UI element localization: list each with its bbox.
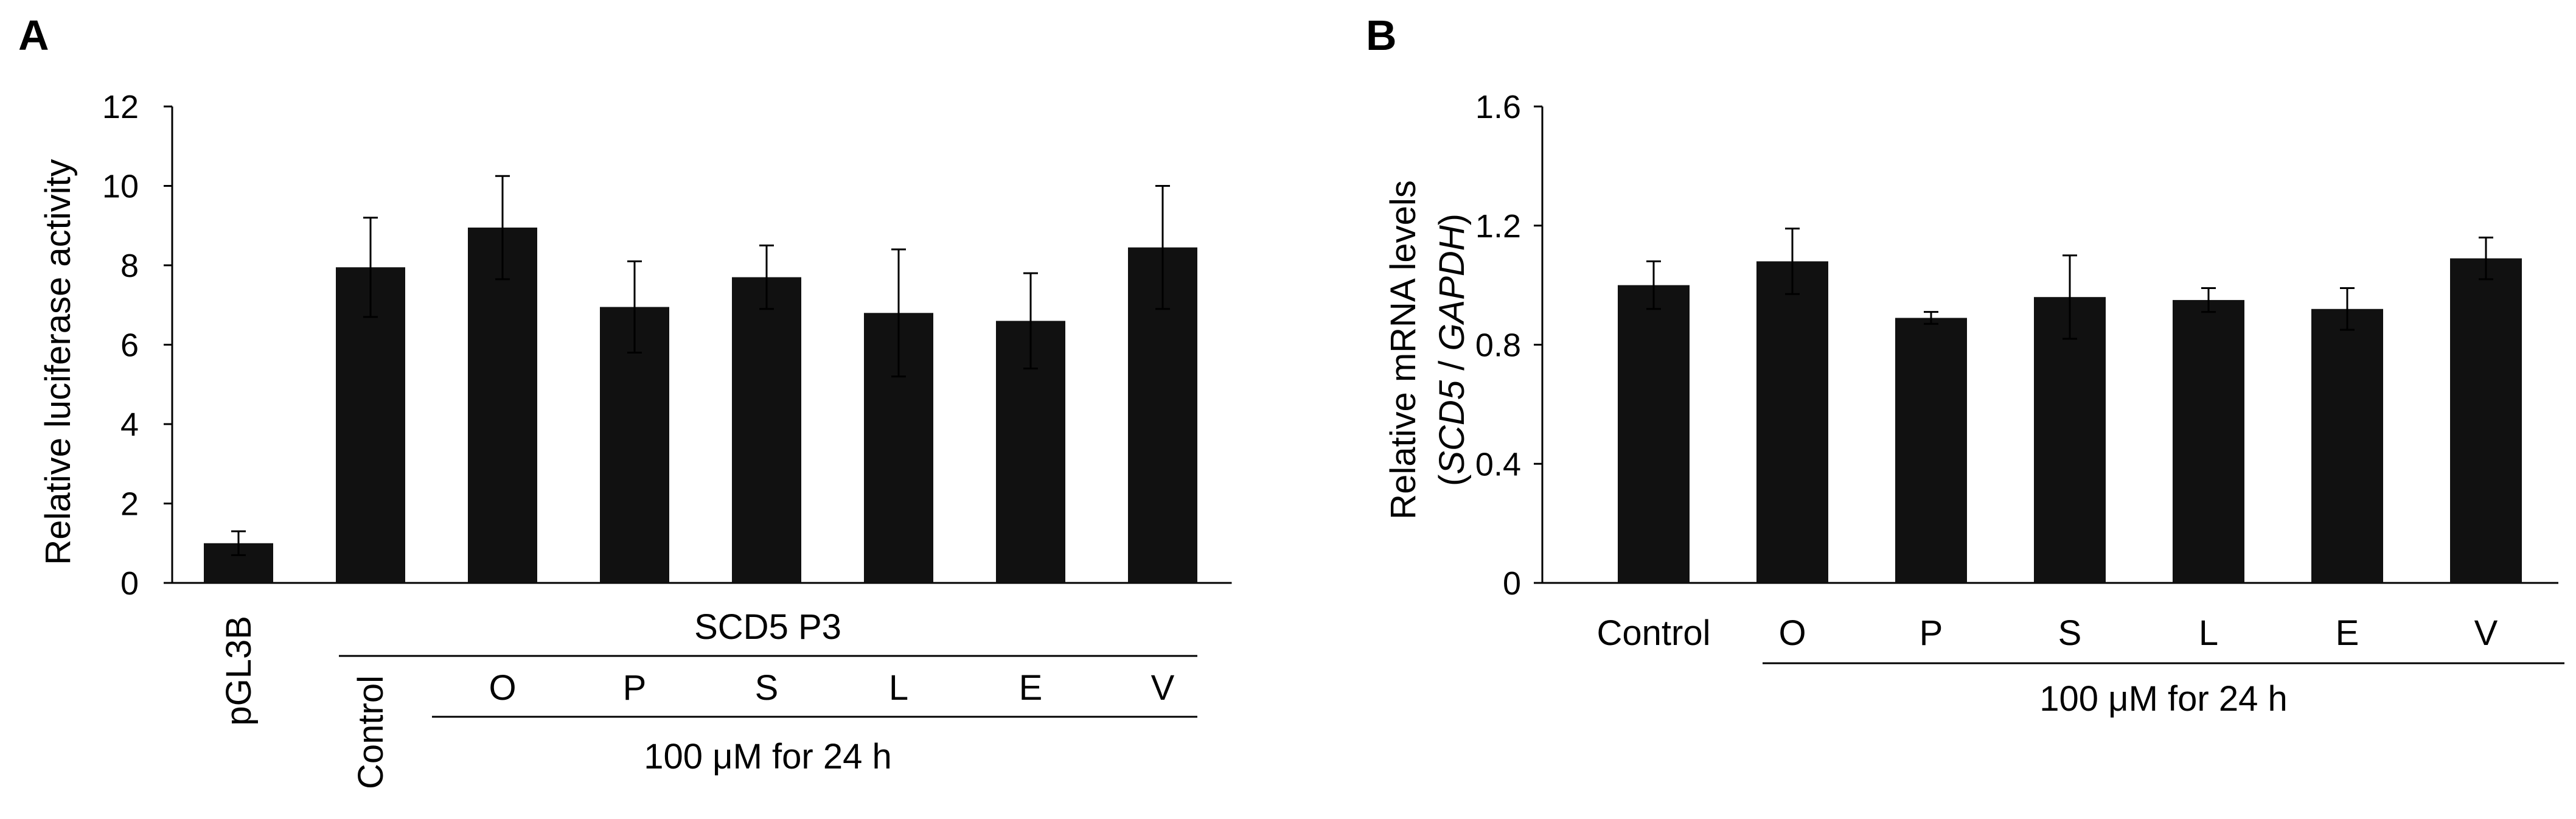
panel-b-y-tick-label: 0 [1503,565,1521,602]
panel-b-category-label: Control [1597,613,1711,653]
panel-a-category-label: V [1151,668,1175,708]
panel-b-treatment-label: 100 μM for 24 h [2039,679,2287,719]
panel-b-category-label: O [1778,613,1806,653]
panel-b-bars [1618,258,2522,584]
panel-a-bars [204,228,1197,583]
panel-b-bar [1756,261,1828,584]
panel-a-y-tick-label: 12 [102,89,139,125]
panel-b-y-tick-label: 0.4 [1475,446,1521,483]
panel-b-category-label: V [2474,613,2498,653]
panel-a-category-label: E [1019,668,1043,708]
panel-b-y-ticks: 0 0.4 0.8 1.2 1.6 [1475,89,1542,602]
panel-b-bar [2173,300,2244,583]
panel-a-bar [336,267,405,583]
panel-a-error-bars [231,175,1170,556]
panel-b-bar [2311,308,2383,583]
panel-a-category-label: Control [351,675,391,789]
panel-a-category-label: S [755,668,779,708]
panel-a: A Relative luciferase activity 0 2 4 6 8 10 12… [18,12,1232,789]
panel-a-bar [468,228,537,583]
panel-b-category-label: P [1920,613,1943,653]
panel-b-error-bars [1646,228,2493,340]
panel-a-y-axis-title: Relative luciferase activity [38,159,78,565]
panel-b-bar [2450,258,2522,583]
panel-b-bar [1895,318,1967,583]
panel-b-category-label: E [2336,613,2359,653]
panel-b-category-label: L [2199,613,2218,653]
panel-a-y-tick-label: 2 [120,486,139,523]
panel-a-category-label: L [889,668,908,708]
panel-b-y-axis-title-line2: (SCD5 / GAPDH) [1432,214,1472,486]
panel-a-y-tick-label: 6 [120,327,139,364]
panel-b: B Relative mRNA levels (SCD5 / GAPDH) 00… [1366,12,2564,719]
panel-a-label: A [18,12,49,59]
panel-a-category-label: P [623,668,647,708]
panel-b-category-label: S [2058,613,2082,653]
panel-a-bar [732,277,801,583]
panel-b-category-labels: Control O P S L E V [1597,613,2498,653]
panel-a-category-label: O [489,668,516,708]
panel-b-label: B [1366,12,1397,59]
panel-a-y-tick-label: 8 [120,248,139,284]
panel-b-y-tick-label: 1.2 [1475,208,1521,245]
panel-a-y-tick-label: 0 [120,565,139,602]
panel-a-treatment-label: 100 μM for 24 h [644,737,891,776]
panel-b-bar [1618,285,1690,583]
panel-a-y-tick-label: 10 [102,169,139,205]
panel-a-axes [171,106,1232,584]
panel-a-category-label: pGL3B [219,616,259,726]
panel-b-y-tick-label: 1.6 [1475,89,1521,125]
panel-b-y-axis-title-line1: Relative mRNA levels [1384,180,1423,520]
panel-a-group-label: SCD5 P3 [694,607,841,647]
panel-a-category-labels: pGL3B Control O P S L E V [219,616,1175,789]
panel-a-y-ticks: 0 2 4 6 8 10 12 [102,89,172,602]
panel-b-y-tick-label: 0.8 [1475,327,1521,364]
panel-a-y-tick-label: 4 [120,406,139,443]
panel-b-bar [2034,297,2106,583]
